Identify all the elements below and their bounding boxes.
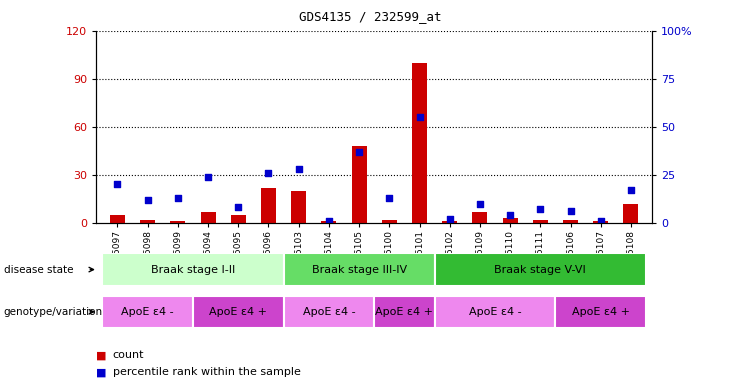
Bar [442, 221, 457, 223]
Text: disease state: disease state [4, 265, 73, 275]
Text: ■: ■ [96, 350, 107, 360]
Text: count: count [113, 350, 144, 360]
Bar [351, 146, 367, 223]
Text: ■: ■ [96, 367, 107, 377]
Bar [284, 253, 435, 286]
Text: Braak stage I-II: Braak stage I-II [151, 265, 235, 275]
Bar [322, 221, 336, 223]
Point [323, 218, 335, 224]
Bar [110, 215, 125, 223]
Bar [382, 220, 397, 223]
Point [565, 208, 576, 214]
Point [202, 174, 214, 180]
Text: ApoE ε4 -: ApoE ε4 - [302, 307, 355, 317]
Bar [533, 220, 548, 223]
Text: ApoE ε4 -: ApoE ε4 - [469, 307, 522, 317]
Bar [435, 253, 646, 286]
Point [383, 195, 395, 201]
Point [293, 166, 305, 172]
Point [444, 216, 456, 222]
Text: ApoE ε4 -: ApoE ε4 - [122, 307, 174, 317]
Point [233, 204, 245, 210]
Bar [102, 296, 193, 328]
Bar [102, 253, 284, 286]
Point [474, 200, 486, 207]
Bar [261, 187, 276, 223]
Text: genotype/variation: genotype/variation [4, 307, 103, 317]
Point [534, 206, 546, 212]
Point [262, 170, 274, 176]
Point [353, 149, 365, 155]
Bar [412, 63, 427, 223]
Point [172, 195, 184, 201]
Point [112, 181, 124, 187]
Text: Braak stage III-IV: Braak stage III-IV [311, 265, 407, 275]
Bar [284, 296, 374, 328]
Bar [374, 296, 435, 328]
Point [142, 197, 153, 203]
Bar [140, 220, 155, 223]
Text: GDS4135 / 232599_at: GDS4135 / 232599_at [299, 10, 442, 23]
Text: ApoE ε4 +: ApoE ε4 + [572, 307, 630, 317]
Point [504, 212, 516, 218]
Text: Braak stage V-VI: Braak stage V-VI [494, 265, 586, 275]
Point [625, 187, 637, 193]
Bar [563, 220, 578, 223]
Point [413, 114, 425, 120]
Text: percentile rank within the sample: percentile rank within the sample [113, 367, 301, 377]
Bar [623, 204, 639, 223]
Bar [193, 296, 284, 328]
Text: ApoE ε4 +: ApoE ε4 + [376, 307, 433, 317]
Bar [291, 191, 306, 223]
Bar [502, 218, 518, 223]
Bar [435, 296, 556, 328]
Bar [170, 221, 185, 223]
Bar [594, 221, 608, 223]
Bar [556, 296, 646, 328]
Bar [230, 215, 246, 223]
Bar [472, 212, 488, 223]
Text: ApoE ε4 +: ApoE ε4 + [209, 307, 268, 317]
Point [595, 218, 607, 224]
Bar [201, 212, 216, 223]
